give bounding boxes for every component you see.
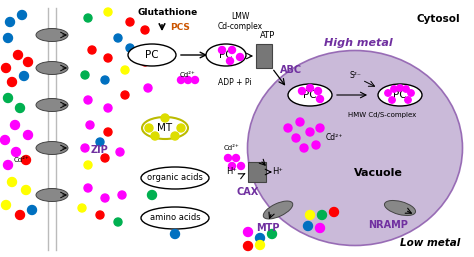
Circle shape [21,155,30,164]
Text: Glutathione: Glutathione [138,8,198,17]
Circle shape [141,58,149,66]
Text: S²⁻: S²⁻ [349,70,361,79]
Circle shape [8,178,17,187]
Text: H⁺: H⁺ [227,168,237,177]
Circle shape [306,210,315,219]
Circle shape [126,18,134,26]
Circle shape [403,86,409,92]
Text: ATP: ATP [260,31,275,40]
Circle shape [316,124,324,132]
Circle shape [1,200,10,209]
Circle shape [405,97,411,103]
Circle shape [397,85,403,91]
Circle shape [104,8,112,16]
Circle shape [385,90,391,96]
Ellipse shape [36,98,68,112]
Text: LMW
Cd-complex: LMW Cd-complex [218,12,263,31]
Text: MTP: MTP [256,223,280,233]
Text: ZIP: ZIP [91,145,109,155]
Circle shape [101,194,109,202]
Circle shape [147,190,156,199]
Circle shape [307,85,313,91]
Ellipse shape [36,29,68,41]
Circle shape [316,224,325,233]
Circle shape [96,211,104,219]
Circle shape [86,121,94,129]
Circle shape [191,77,199,84]
Ellipse shape [128,44,176,66]
Circle shape [88,46,96,54]
Text: High metal: High metal [324,38,392,48]
Circle shape [184,77,191,84]
Circle shape [104,104,112,112]
Text: Low metal: Low metal [400,238,460,248]
Circle shape [104,128,112,136]
Circle shape [84,96,92,104]
Circle shape [244,227,253,236]
Circle shape [177,124,185,132]
Circle shape [16,104,25,113]
Text: organic acids: organic acids [147,173,203,182]
Circle shape [10,121,19,130]
Circle shape [233,154,239,161]
Text: amino acids: amino acids [150,214,201,223]
Circle shape [141,26,149,34]
Circle shape [237,162,245,170]
Circle shape [81,144,89,152]
Circle shape [114,34,122,42]
Circle shape [126,44,134,52]
Circle shape [96,138,104,146]
Circle shape [255,234,264,243]
Circle shape [225,154,231,161]
Circle shape [3,33,12,42]
Circle shape [81,71,89,79]
Text: Cd²⁺: Cd²⁺ [224,145,240,151]
Circle shape [84,184,92,192]
Circle shape [171,132,179,140]
Text: Cd²⁺: Cd²⁺ [180,72,196,78]
Circle shape [227,58,234,65]
Circle shape [19,71,28,80]
Circle shape [1,63,10,72]
Circle shape [11,148,20,157]
Circle shape [8,78,17,87]
Circle shape [317,96,323,103]
Circle shape [114,218,122,226]
Circle shape [101,154,109,162]
Circle shape [6,17,15,26]
Circle shape [389,97,395,103]
Circle shape [161,114,169,122]
Circle shape [171,230,180,238]
Ellipse shape [247,50,463,245]
Circle shape [18,11,27,20]
Text: Vacuole: Vacuole [354,168,402,178]
Text: PC: PC [145,50,159,60]
Circle shape [151,132,159,140]
Circle shape [228,162,236,170]
Circle shape [255,241,264,250]
Circle shape [219,47,226,53]
Circle shape [300,144,308,152]
Text: PC: PC [219,50,233,60]
Circle shape [24,131,33,140]
Ellipse shape [141,207,209,229]
Circle shape [408,90,414,96]
Text: Cytosol: Cytosol [416,14,460,24]
Circle shape [299,87,306,95]
Circle shape [244,242,253,251]
Text: NRAMP: NRAMP [368,220,408,230]
Circle shape [315,87,321,95]
Circle shape [306,128,314,136]
Circle shape [84,14,92,22]
Circle shape [267,230,276,238]
Circle shape [21,186,30,195]
Circle shape [0,135,9,144]
Circle shape [16,210,25,219]
Circle shape [116,148,124,156]
Text: MT: MT [157,123,173,133]
Text: H⁺: H⁺ [273,168,283,177]
Circle shape [27,206,36,215]
Circle shape [312,141,320,149]
Ellipse shape [263,201,293,219]
